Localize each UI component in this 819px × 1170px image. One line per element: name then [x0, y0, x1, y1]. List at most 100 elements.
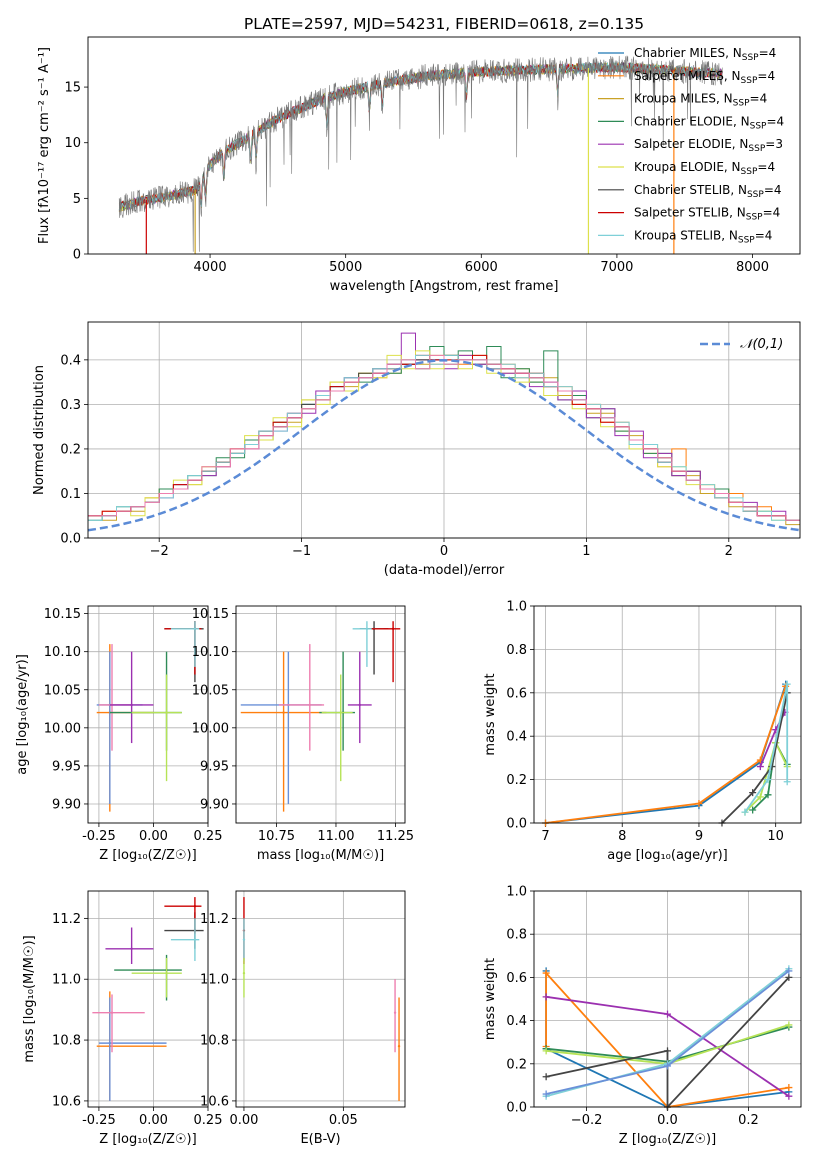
- axes-weight_vs_z: −0.2 0.0 0.2 0.0 0.2 0.4 0.6 0.8 1.0 Z [log₁₀(Z/Z…: [483, 885, 802, 1147]
- axes-frame: [533, 890, 802, 1108]
- x-tick-label: 0.00: [139, 1113, 168, 1128]
- mass-weight-line: [744, 683, 789, 813]
- x-tick-label: 0: [440, 544, 448, 559]
- y-tick-label: 15: [64, 81, 81, 96]
- x-tick-label: −1: [292, 544, 311, 559]
- y-tick-label: 0.8: [506, 928, 527, 943]
- x-tick-label: 5000: [329, 260, 362, 275]
- y-axis-label: Flux [fλ10⁻¹⁷ erg cm⁻² s⁻¹ A⁻¹]: [37, 47, 52, 244]
- y-tick-label: 9.90: [52, 797, 81, 812]
- y-tick-label: 11.0: [52, 973, 81, 988]
- mass-weight-line: [545, 970, 790, 1108]
- mass-weight-marker: [785, 1092, 793, 1100]
- axes-mass_vs_ebv: 0.00 0.05 10.6 10.8 11.0 11.2 E(B-V): [200, 890, 406, 1147]
- mass-weight-marker: [764, 791, 772, 799]
- y-tick-label: 9.90: [200, 797, 229, 812]
- data-point: [242, 938, 246, 941]
- mass-weight-marker: [542, 993, 550, 1001]
- x-axis-label: wavelength [Angstrom, rest frame]: [330, 279, 559, 294]
- mass-weight-marker: [756, 763, 764, 771]
- residuals-legend: 𝒩(0,1): [700, 337, 783, 352]
- data-point: [110, 1011, 114, 1014]
- y-tick-label: 0.0: [506, 817, 527, 832]
- x-tick-label: 7000: [600, 260, 633, 275]
- y-tick-label: 0.6: [506, 971, 527, 986]
- x-axis-label: Z [log₁₀(Z/Z☉)]: [619, 1132, 716, 1147]
- data-point: [165, 711, 168, 714]
- y-tick-label: 10.15: [44, 607, 81, 622]
- mass-weight-marker: [785, 967, 793, 975]
- data-point: [193, 627, 197, 631]
- legend-label: Kroupa ELODIE, NSSP=4: [634, 160, 775, 177]
- mass-weight-marker: [764, 776, 772, 784]
- residual-histogram-step: [88, 354, 800, 526]
- mass-weight-line: [744, 740, 789, 813]
- x-tick-label: −2: [150, 544, 169, 559]
- x-tick-label: 10.75: [258, 829, 295, 844]
- y-tick-label: 11.2: [52, 912, 81, 927]
- data-point: [130, 703, 133, 707]
- y-tick-label: 10.15: [192, 607, 229, 622]
- mass-weight-marker: [783, 778, 791, 786]
- y-tick-label: 10.8: [52, 1034, 81, 1049]
- legend-label: Salpeter MILES, NSSP=4: [634, 69, 775, 86]
- mass-weight-marker: [542, 1073, 550, 1081]
- mass-weight-line: [545, 976, 790, 1110]
- mass-weight-marker: [542, 1047, 550, 1055]
- x-tick-label: 0.05: [329, 1113, 358, 1128]
- x-axis-label: Z [log₁₀(Z/Z☉)]: [99, 1132, 196, 1147]
- data-point: [393, 1011, 397, 1014]
- y-tick-label: 0.2: [506, 1057, 527, 1072]
- residual-histogram-step: [88, 354, 800, 526]
- y-tick-label: 0.4: [506, 1014, 527, 1029]
- y-tick-label: 10.10: [44, 645, 81, 660]
- axes-weight_vs_age: 7 8 9 10 0.0 0.2 0.4 0.6 0.8 1.0 age [log₁₀(age/yr…: [483, 600, 802, 863]
- mass-weight-marker: [783, 680, 791, 688]
- mass-weight-marker: [785, 1021, 793, 1029]
- legend-label: Salpeter ELODIE, NSSP=3: [634, 137, 783, 154]
- mass-weight-line: [545, 683, 787, 824]
- axes-frame: [87, 605, 209, 824]
- y-tick-label: 0.2: [506, 773, 527, 788]
- normal-curve: [87, 359, 801, 532]
- mass-weight-marker: [785, 1084, 793, 1092]
- y-tick-label: 1.0: [506, 885, 527, 900]
- legend-label: Chabrier MILES, NSSP=4: [634, 46, 776, 63]
- data-point: [130, 947, 133, 951]
- spectrum-legend: Chabrier MILES, NSSP=4 Salpeter MILES, NS…: [598, 46, 784, 245]
- mass-weight-marker: [542, 1090, 550, 1098]
- y-tick-label: 11.0: [200, 973, 229, 988]
- x-tick-label: 6000: [465, 260, 498, 275]
- x-tick-label: 9: [695, 829, 703, 844]
- data-point: [397, 1044, 401, 1048]
- x-tick-label: −0.2: [571, 1113, 603, 1128]
- axes-age_vs_mass: 10.75 11.00 11.25 9.90 9.95 10.00 10.05 10.10 10…: [192, 605, 414, 863]
- spectrum-data-line: [118, 55, 723, 252]
- legend-label: Kroupa MILES, NSSP=4: [634, 92, 767, 109]
- x-axis-label: age [log₁₀(age/yr)]: [607, 848, 728, 863]
- axes-frame: [235, 605, 406, 824]
- y-tick-label: 5: [73, 192, 81, 207]
- residual-histogram-step: [88, 346, 800, 521]
- data-point: [365, 627, 369, 631]
- legend-label: Chabrier STELIB, NSSP=4: [634, 183, 782, 200]
- data-point: [308, 703, 311, 707]
- mass-weight-line: [721, 692, 789, 824]
- axes-age_vs_z: -0.25 0.00 0.25 9.90 9.95 10.00 10.05 10.10 10.1…: [15, 605, 223, 863]
- data-point: [282, 711, 285, 714]
- axes-spectrum: 4000 5000 6000 7000 8000 0 5 10 15 wavelength [An…: [37, 36, 801, 294]
- y-tick-label: 10.6: [52, 1094, 81, 1109]
- residual-histogram-step: [88, 354, 800, 526]
- y-tick-label: 0.2: [60, 442, 81, 457]
- residual-histogram-step: [88, 354, 800, 521]
- y-axis-label: mass [log₁₀(M/M☉)]: [22, 935, 37, 1062]
- legend-label: Salpeter STELIB, NSSP=4: [634, 206, 780, 223]
- x-tick-label: 4000: [194, 260, 227, 275]
- mass-weight-marker: [756, 793, 764, 801]
- axes-frame: [87, 36, 801, 255]
- axes-frame: [533, 605, 802, 824]
- mass-weight-marker: [749, 806, 757, 814]
- data-point: [165, 971, 168, 975]
- x-tick-label: 0.25: [194, 829, 223, 844]
